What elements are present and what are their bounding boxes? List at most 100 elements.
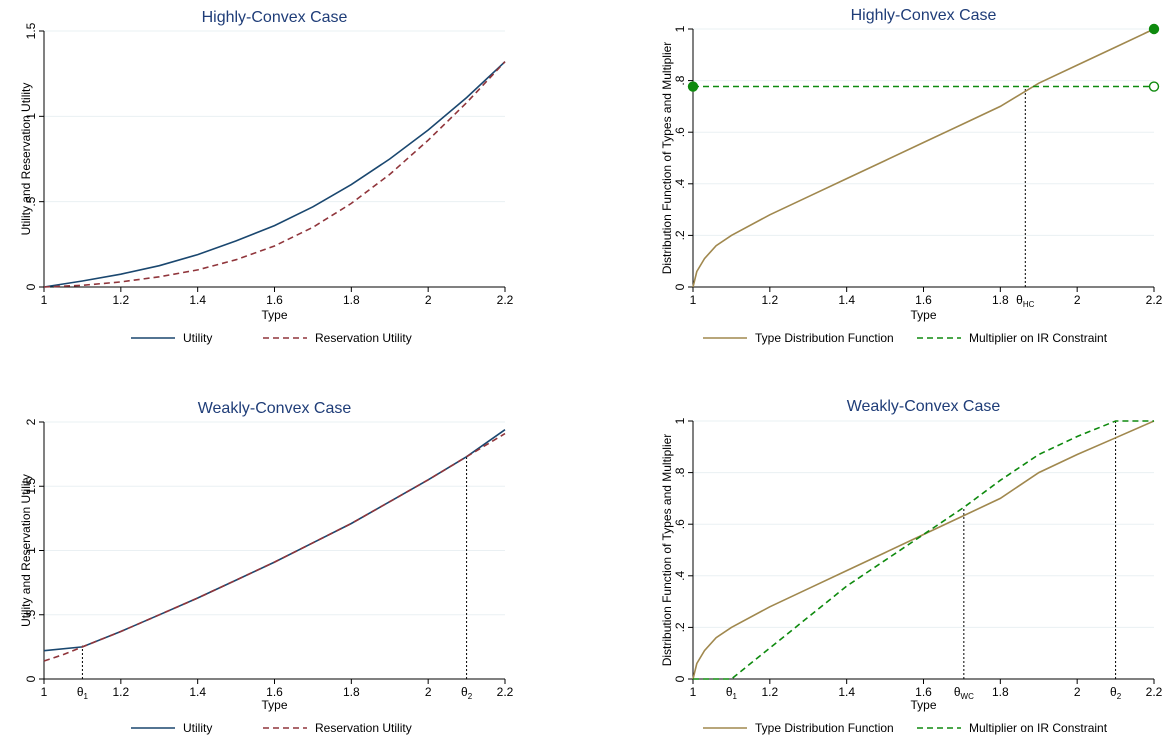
y-tick-label: 2: [24, 418, 38, 425]
legend: Utility Reservation Utility: [131, 331, 412, 345]
data-point: [687, 81, 699, 92]
y-tick-label: 1: [673, 25, 687, 32]
x-tick-label: 1.6: [266, 685, 283, 699]
y-tick-label: .4: [673, 178, 687, 188]
marker-label-sub: 1: [733, 692, 738, 701]
y-axis-label: Distribution Function of Types and Multi…: [660, 42, 674, 275]
y-tick-label: .2: [673, 622, 687, 632]
x-tick-label: 2: [425, 293, 432, 307]
x-tick-label: 1.6: [266, 293, 283, 307]
y-tick-label: 0: [673, 283, 687, 290]
series-line: [693, 420, 1154, 680]
legend: Type Distribution Function Multiplier on …: [703, 331, 1108, 345]
y-tick-label: .6: [673, 127, 687, 137]
x-tick-label: 2.2: [497, 293, 514, 307]
series-line: [43, 61, 506, 288]
y-tick-label: 0: [24, 283, 38, 290]
marker-label-sub: WC: [961, 692, 975, 701]
x-tick-label: 1.2: [112, 293, 129, 307]
x-tick-label: 1.4: [189, 293, 206, 307]
y-tick-label: .8: [673, 467, 687, 477]
x-tick-label: 1.2: [761, 293, 778, 307]
y-tick-label: .5: [24, 609, 38, 619]
x-tick-label: 2.2: [1146, 293, 1163, 307]
x-tick-label: 1.4: [189, 685, 206, 699]
marker-label: θHC: [1016, 293, 1034, 309]
legend-label: Reservation Utility: [315, 331, 412, 345]
chart-panel-2: 1 1.2 1.4 1.6 1.8 2 2.2 0 .2 .4 .6 .8 1 θHC Highly-Con…: [660, 7, 1163, 345]
marker-label-sub: 1: [84, 692, 89, 701]
y-tick-label: 1.5: [24, 478, 38, 495]
legend: Utility Reservation Utility: [131, 721, 412, 735]
y-tick-label: .2: [673, 230, 687, 240]
marker-label: θ2: [461, 685, 473, 701]
legend-label: Utility: [183, 331, 212, 345]
y-axis-label: Distribution Function of Types and Multi…: [660, 434, 674, 667]
x-tick-label: 1: [690, 685, 697, 699]
y-axis-label: Utility and Reservation Utility: [19, 474, 33, 627]
x-axis-label: Type: [910, 308, 936, 322]
marker-label-sub: 2: [1117, 692, 1122, 701]
y-tick-label: .4: [673, 570, 687, 580]
legend: Type Distribution Function Multiplier on …: [703, 721, 1108, 735]
y-tick-label: .8: [673, 75, 687, 85]
chart-title: Weakly-Convex Case: [198, 400, 352, 417]
legend-label: Utility: [183, 721, 212, 735]
y-axis-label: Utility and Reservation Utility: [19, 83, 33, 236]
series-line: [692, 420, 1155, 680]
x-axis-label: Type: [910, 698, 936, 712]
x-tick-label: 1.8: [992, 685, 1009, 699]
y-tick-label: 1: [24, 113, 38, 120]
y-tick-label: .6: [673, 519, 687, 529]
y-tick-label: 1: [673, 417, 687, 424]
x-tick-label: 1.6: [915, 293, 932, 307]
x-tick-label: 2.2: [497, 685, 514, 699]
chart-title: Highly-Convex Case: [202, 9, 348, 26]
series-line: [43, 61, 506, 288]
chart-panel-3: 1 1.2 1.4 1.6 1.8 2 2.2 0 .5 1 1.5 2 θ1 θ2 Weakly-Conv…: [19, 400, 514, 735]
x-tick-label: 1.4: [838, 685, 855, 699]
x-tick-label: 1.2: [761, 685, 778, 699]
x-tick-label: 2: [425, 685, 432, 699]
legend-label: Reservation Utility: [315, 721, 412, 735]
y-tick-label: 1.5: [24, 22, 38, 39]
x-tick-label: 2.2: [1146, 685, 1163, 699]
x-tick-label: 2: [1074, 685, 1081, 699]
marker-label: θWC: [954, 685, 974, 701]
x-tick-label: 1.6: [915, 685, 932, 699]
x-tick-label: 1.8: [343, 685, 360, 699]
x-tick-label: 2: [1074, 293, 1081, 307]
marker-label: θ1: [726, 685, 738, 701]
x-tick-label: 1: [690, 293, 697, 307]
series-line: [43, 432, 506, 662]
x-axis-label: Type: [261, 308, 287, 322]
x-tick-label: 1.4: [838, 293, 855, 307]
x-tick-label: 1: [41, 685, 48, 699]
x-tick-label: 1.2: [112, 685, 129, 699]
legend-label: Type Distribution Function: [755, 721, 894, 735]
x-tick-label: 1: [41, 293, 48, 307]
y-tick-label: 0: [673, 675, 687, 682]
y-tick-label: .5: [24, 196, 38, 206]
series-line: [43, 429, 506, 652]
legend-label: Multiplier on IR Constraint: [969, 331, 1108, 345]
x-axis-label: Type: [261, 698, 287, 712]
chart-title: Highly-Convex Case: [851, 7, 997, 24]
chart-title: Weakly-Convex Case: [847, 398, 1001, 415]
series-line: [692, 28, 1155, 288]
marker-label-sub: 2: [468, 692, 473, 701]
marker-label: θ1: [77, 685, 89, 701]
data-point: [1148, 23, 1160, 35]
chart-panel-1: 1 1.2 1.4 1.6 1.8 2 2.2 0 .5 1 1.5 Highly-Convex Ca…: [19, 9, 514, 345]
y-tick-label: 1: [24, 547, 38, 554]
x-tick-label: 1.8: [992, 293, 1009, 307]
x-tick-label: 1.8: [343, 293, 360, 307]
marker-label: θ2: [1110, 685, 1122, 701]
y-tick-label: 0: [24, 675, 38, 682]
data-point: [1148, 81, 1160, 92]
legend-label: Type Distribution Function: [755, 331, 894, 345]
marker-label-sub: HC: [1023, 300, 1035, 309]
legend-label: Multiplier on IR Constraint: [969, 721, 1108, 735]
